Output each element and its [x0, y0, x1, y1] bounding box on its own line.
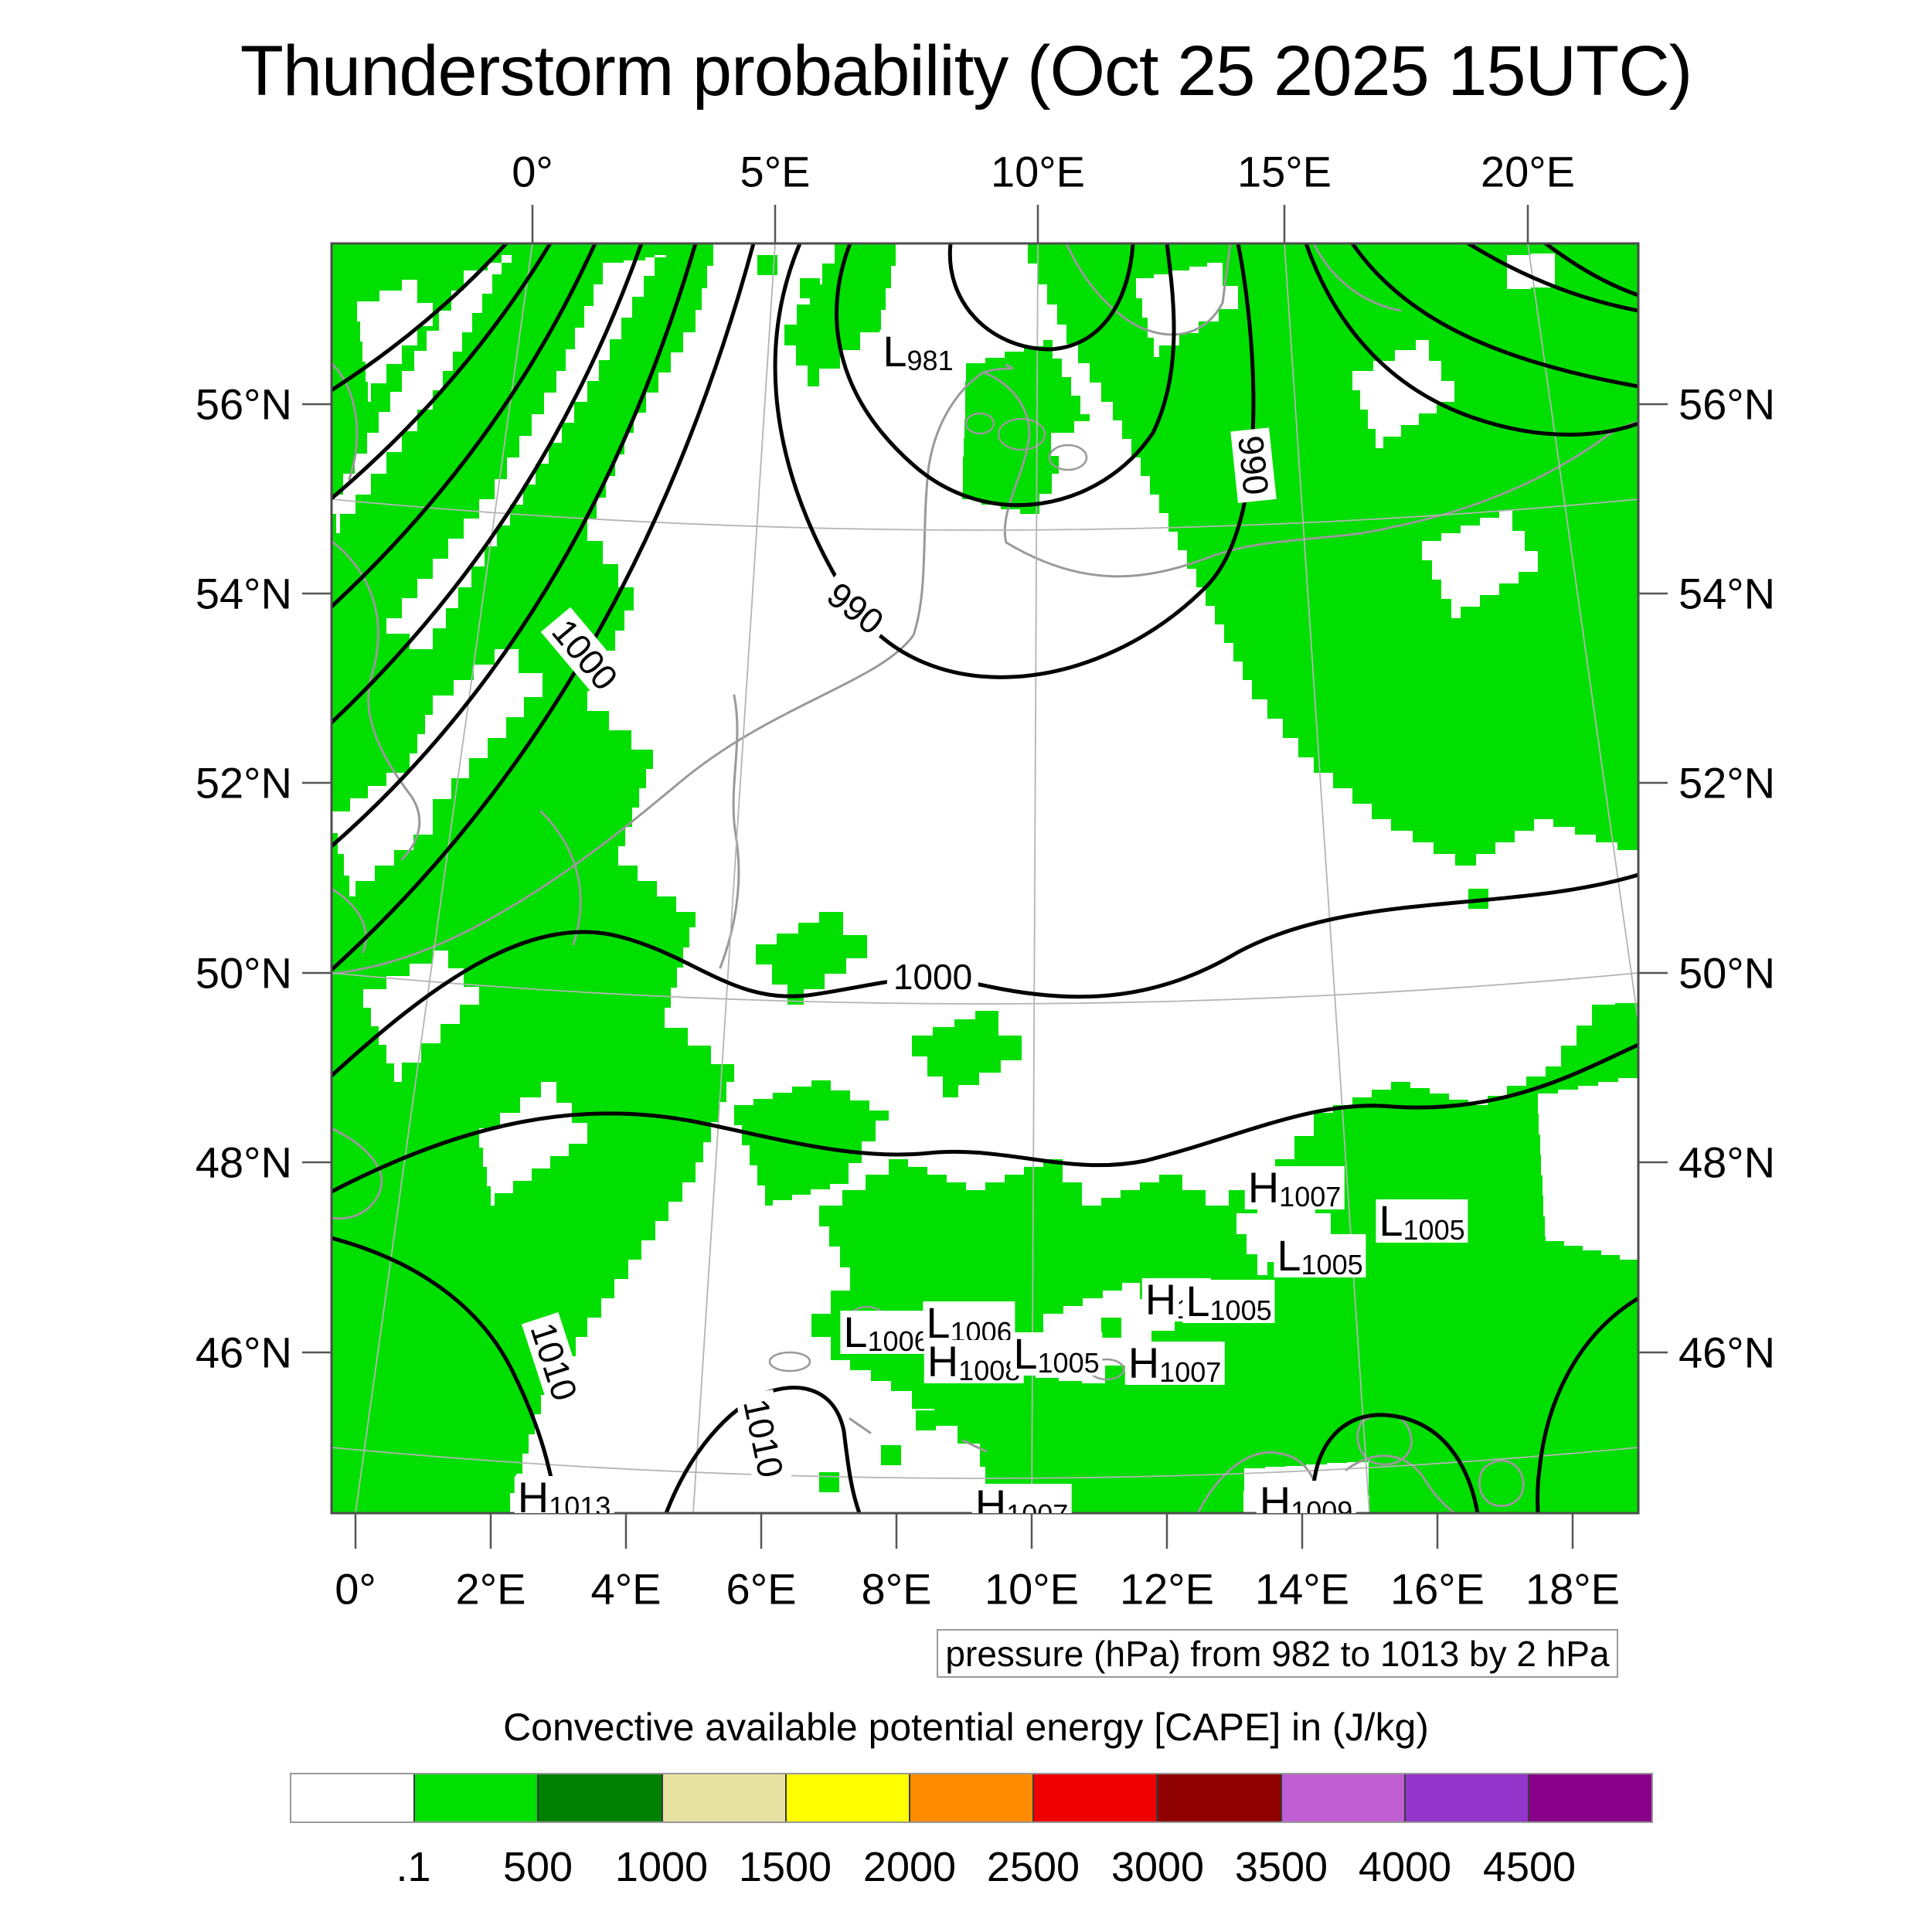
colorbar-cell-8 — [1280, 1774, 1404, 1821]
axis-left-0: 56°N — [195, 379, 292, 429]
axis-right-1: 54°N — [1679, 569, 1776, 618]
isobar-label-990: 990 — [1230, 427, 1277, 503]
legend-title: Convective available potential energy [C… — [503, 1706, 1429, 1749]
axis-top-2: 10°E — [990, 147, 1086, 196]
cape-colorbar — [290, 1773, 1653, 1823]
coastlines — [332, 243, 1638, 1513]
axis-bottom-1: 2°E — [455, 1564, 526, 1614]
colorbar-cell-9 — [1403, 1774, 1528, 1821]
isobar-label-990: 990 — [815, 570, 896, 646]
colorbar-tick-0: .1 — [396, 1844, 431, 1890]
pressure-caption-box: pressure (hPa) from 982 to 1013 by 2 hPa — [937, 1629, 1618, 1678]
colorbar-cell-10 — [1527, 1774, 1652, 1821]
colorbar-tick-7: 3500 — [1234, 1844, 1328, 1890]
axis-left-3: 50°N — [195, 948, 292, 998]
colorbar-tick-1: 500 — [502, 1844, 573, 1890]
axis-left-2: 52°N — [195, 758, 292, 808]
colorbar-cell-7 — [1156, 1774, 1281, 1821]
axis-bottom-4: 8°E — [861, 1564, 932, 1614]
colorbar-cell-3 — [661, 1774, 785, 1821]
pressure-center-low: L 981 — [879, 330, 957, 375]
axis-left-5: 46°N — [195, 1328, 292, 1377]
isobar-label-1010: 1010 — [735, 1389, 792, 1488]
colorbar-tick-3: 1500 — [738, 1844, 832, 1890]
colorbar-tick-2: 1000 — [614, 1844, 709, 1890]
axis-bottom-2: 4°E — [590, 1564, 662, 1614]
pressure-center-low: L 1005 — [1376, 1199, 1468, 1244]
pressure-center-low: L 1006 — [840, 1311, 933, 1355]
axis-right-3: 50°N — [1679, 948, 1776, 998]
pressure-center-high: H 1008 — [923, 1340, 1024, 1385]
axis-right-5: 46°N — [1679, 1328, 1776, 1377]
colorbar-cell-1 — [413, 1774, 538, 1821]
colorbar-tick-8: 4000 — [1358, 1844, 1452, 1890]
isobar-label-1010: 1010 — [521, 1311, 587, 1412]
page-title: Thunderstorm probability (Oct 25 2025 15… — [240, 32, 1693, 111]
colorbar-tick-labels: .1 500 1000 1500 2000 2500 3000 3500 4000 4500 — [290, 1843, 1653, 1897]
axis-top-0: 0° — [512, 147, 553, 196]
pressure-caption-text: pressure (hPa) from 982 to 1013 by 2 hPa — [945, 1633, 1610, 1674]
pressure-center-low: L 1005 — [1010, 1332, 1103, 1377]
graticule-grid — [332, 243, 1638, 1513]
axis-bottom-6: 12°E — [1119, 1564, 1215, 1614]
axis-left-4: 48°N — [195, 1138, 292, 1187]
axis-ticks — [302, 205, 1668, 1549]
colorbar-cell-2 — [537, 1774, 662, 1821]
axis-top-4: 20°E — [1480, 147, 1576, 196]
axis-top-3: 15°E — [1236, 147, 1332, 196]
map-frame — [330, 242, 1640, 1515]
pressure-center-low: L 1005 — [1274, 1234, 1366, 1279]
axis-bottom-7: 14°E — [1254, 1564, 1350, 1614]
pressure-center-high: H 1013 — [514, 1476, 614, 1513]
colorbar-tick-6: 3000 — [1111, 1844, 1205, 1890]
colorbar-cell-0 — [291, 1774, 414, 1821]
cape-shaded-field — [332, 243, 1638, 1513]
colorbar-tick-5: 2500 — [986, 1844, 1080, 1890]
colorbar-tick-4: 2000 — [862, 1844, 957, 1890]
axis-bottom-0: 0° — [335, 1564, 376, 1614]
axis-bottom-3: 6°E — [726, 1564, 797, 1614]
isobar-label-1000: 1000 — [886, 957, 979, 996]
pressure-center-high: H 1009 — [1256, 1481, 1356, 1513]
colorbar-tick-9: 4500 — [1482, 1844, 1577, 1890]
pressure-center-low: L 1005 — [1182, 1280, 1275, 1325]
isobar-label-1000: 1000 — [540, 607, 630, 702]
colorbar-cell-4 — [784, 1774, 909, 1821]
axis-right-0: 56°N — [1679, 379, 1776, 429]
colorbar-cell-6 — [1032, 1774, 1157, 1821]
axis-bottom-9: 18°E — [1525, 1564, 1621, 1614]
axis-bottom-5: 10°E — [984, 1564, 1080, 1614]
axis-right-2: 52°N — [1679, 758, 1776, 808]
axis-top-1: 5°E — [740, 147, 811, 196]
colorbar-cell-5 — [908, 1774, 1033, 1821]
axis-right-4: 48°N — [1679, 1138, 1776, 1187]
axis-bottom-8: 16°E — [1389, 1564, 1485, 1614]
axis-left-1: 54°N — [195, 569, 292, 618]
